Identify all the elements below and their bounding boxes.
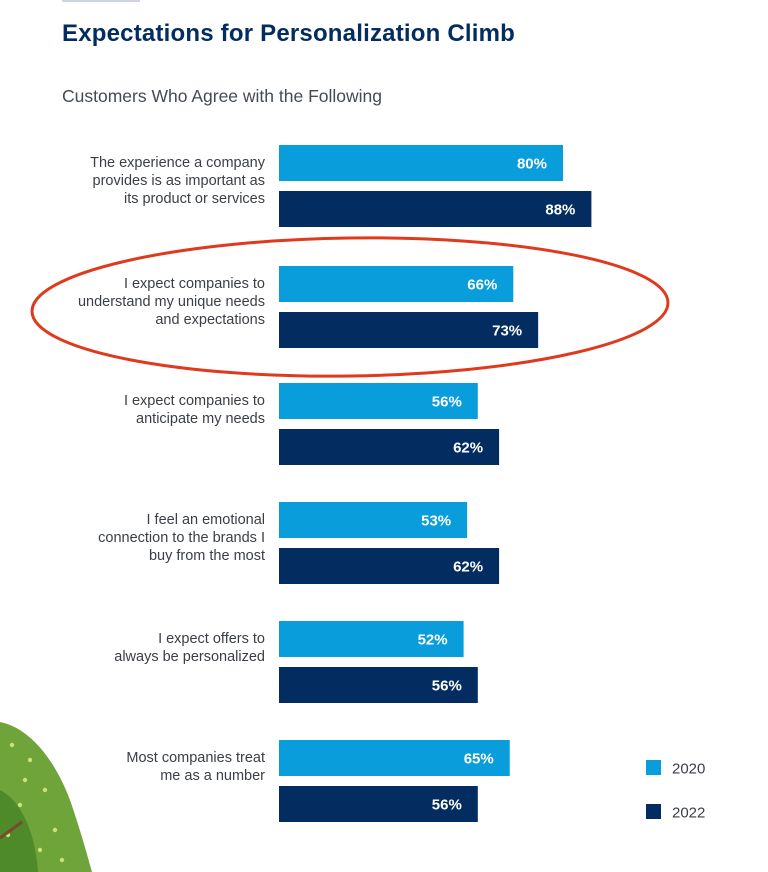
foliage-shade: [0, 790, 38, 872]
category-label: understand my unique needs: [78, 294, 265, 310]
bar-2022-4: [279, 667, 478, 703]
bar-value-label: 62%: [453, 559, 483, 576]
highlight-ellipse: [30, 236, 670, 378]
category-label: I feel an emotional: [147, 512, 266, 528]
bar-2020-2: [279, 383, 478, 419]
foliage-dot: [59, 857, 65, 863]
bar-value-label: 52%: [418, 632, 448, 649]
legend-swatch-2022: [646, 804, 661, 819]
category-label: Most companies treat: [126, 750, 265, 766]
bar-2022-1: [279, 312, 539, 348]
top-divider: [62, 0, 140, 2]
bar-value-label: 65%: [464, 751, 494, 768]
bar-value-label: 56%: [432, 678, 462, 695]
chart-legend: 2020 2022: [646, 760, 705, 822]
bar-2020-3: [279, 502, 468, 538]
bar-2022-2: [279, 429, 500, 465]
bar-2020-1: [279, 266, 514, 302]
chart-title: Expectations for Personalization Climb: [62, 20, 516, 47]
category-label: buy from the most: [149, 548, 265, 564]
legend-swatch-2020: [646, 760, 661, 775]
bar-2022-0: [279, 191, 592, 227]
foliage-dot: [37, 847, 43, 853]
category-label: anticipate my needs: [136, 411, 265, 427]
bar-value-label: 56%: [432, 394, 462, 411]
category-label: I expect companies to: [124, 393, 265, 409]
category-label: I expect companies to: [124, 276, 265, 292]
category-label: The experience a company: [90, 155, 266, 171]
foliage-dot: [42, 787, 48, 793]
bar-value-label: 56%: [432, 797, 462, 814]
foliage-dot: [17, 802, 23, 808]
foliage-dot: [52, 827, 58, 833]
bar-2020-4: [279, 621, 464, 657]
legend-label-2022: 2022: [672, 805, 705, 822]
category-label: me as a number: [160, 768, 265, 784]
category-labels: The experience a company provides is as i…: [78, 155, 266, 784]
bar-group: 80% 88% 66% 73% 56% 62% 53% 62% 52% 56% 65% 56%: [279, 145, 592, 822]
bar-value-label: 73%: [492, 323, 522, 340]
bar-2022-5: [279, 786, 478, 822]
category-label: and expectations: [155, 312, 265, 328]
foliage-dot: [9, 742, 15, 748]
legend-label-2020: 2020: [672, 761, 705, 778]
category-label: always be personalized: [114, 649, 265, 665]
category-label: I expect offers to: [158, 631, 265, 647]
highlight-ring: [30, 236, 670, 378]
foliage-dot: [27, 757, 33, 763]
category-label: its product or services: [124, 191, 265, 207]
branch: [0, 820, 23, 840]
bar-value-label: 80%: [517, 156, 547, 173]
bar-value-label: 88%: [545, 202, 575, 219]
bar-value-label: 66%: [467, 277, 497, 294]
bar-2020-0: [279, 145, 563, 181]
chart-subtitle: Customers Who Agree with the Following: [62, 86, 382, 106]
foliage-dot: [22, 777, 28, 783]
foliage-illustration: [0, 722, 92, 872]
category-label: provides is as important as: [93, 173, 265, 189]
bar-value-label: 62%: [453, 440, 483, 457]
category-label: connection to the brands I: [98, 530, 265, 546]
bar-2020-5: [279, 740, 510, 776]
bar-2022-3: [279, 548, 500, 584]
bar-value-label: 53%: [421, 513, 451, 530]
